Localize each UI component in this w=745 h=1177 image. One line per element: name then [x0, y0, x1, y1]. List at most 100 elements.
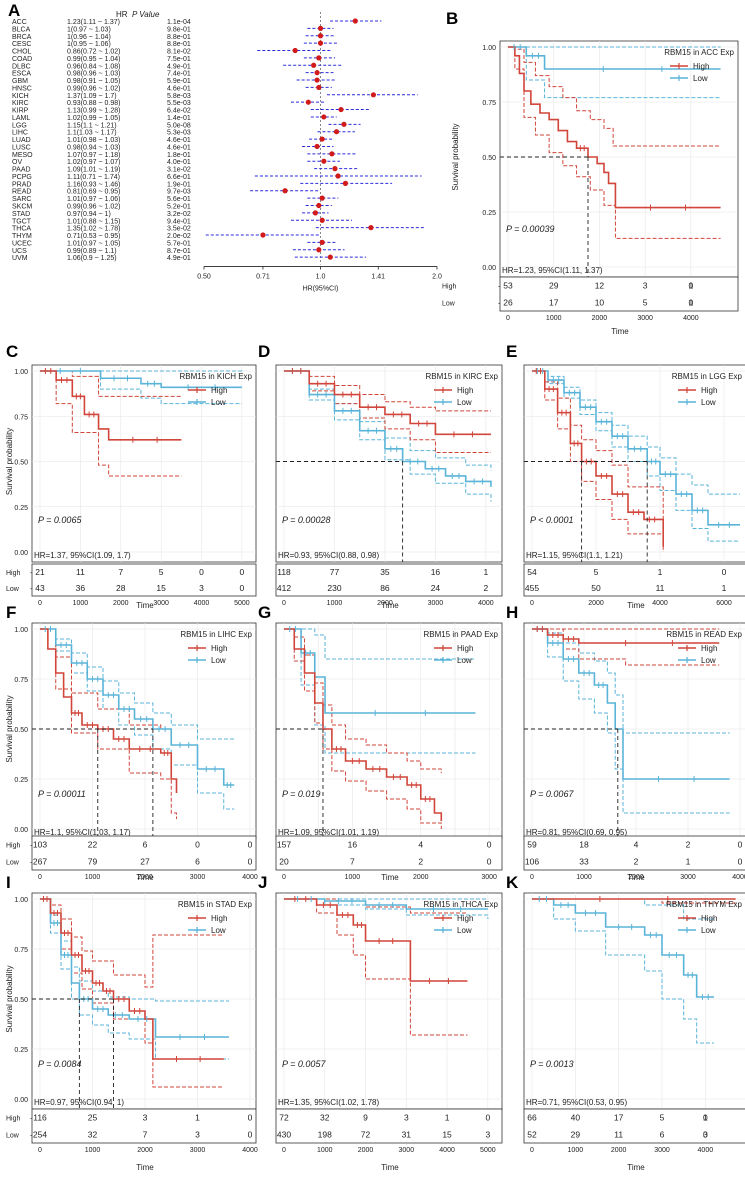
forest-row-hr: 1.23(1.11 ~ 1.37)	[67, 19, 120, 26]
km-risk-value: 11	[76, 567, 85, 577]
forest-row-p: 4.6e-01	[167, 85, 191, 92]
km-risk-value: 6	[143, 840, 148, 850]
km-risk-value: 0	[688, 298, 693, 308]
forest-row-cancer: HNSC	[12, 85, 32, 92]
forest-point	[311, 62, 317, 68]
forest-row-hr: 0.98(0.94 ~ 1.03)	[67, 144, 121, 151]
forest-row-hr: 1.09(1.01 ~ 1.19)	[67, 167, 121, 174]
km-risk-row-dash: -	[30, 860, 33, 867]
forest-point	[316, 247, 322, 253]
forest-row-p: 8.1e-02	[167, 49, 191, 56]
km-y-label: Survival probability	[5, 965, 14, 1032]
panel-letter-a: A	[8, 1, 20, 20]
forest-point	[370, 92, 377, 98]
forest-row-cancer: PRAD	[12, 181, 31, 188]
km-risk-value: 17	[614, 1113, 624, 1123]
km-risk-table-frame	[275, 1108, 503, 1144]
km-p-value: P = 0.0065	[38, 515, 82, 525]
km-title: RBM15 in LGG Exp	[672, 372, 743, 381]
km-risk-value: 430	[277, 1130, 291, 1140]
km-risk-value: 4	[634, 840, 639, 850]
km-x-label: Time	[381, 1163, 399, 1172]
km-risk-value: 0	[703, 1130, 708, 1140]
km-x-tick-label: 1000	[85, 1147, 101, 1154]
km-x-tick-label: 3000	[428, 600, 444, 607]
km-plot-frame	[523, 622, 745, 840]
km-low-ci-line	[284, 370, 492, 502]
km-risk-value: 52	[527, 1130, 537, 1140]
km-risk-value: 254	[33, 1130, 47, 1140]
forest-row-cancer: ACC	[12, 19, 27, 26]
km-x-tick-label: 4000	[732, 874, 745, 881]
forest-row-hr: 0.96(0.84 ~ 1.08)	[67, 63, 121, 70]
km-x-tick-label: 2000	[628, 874, 644, 881]
km-risk-value: 0	[248, 857, 253, 867]
forest-row-cancer: LUAD	[12, 137, 31, 144]
km-risk-value: 3	[643, 281, 648, 291]
forest-row-p: 1.9e-01	[167, 181, 191, 188]
forest-row-p: 1.4e-01	[167, 115, 191, 122]
km-high-ci-line	[284, 370, 491, 453]
km-risk-value: 2	[634, 857, 639, 867]
km-risk-value: 5	[643, 298, 648, 308]
forest-row-hr: 1.15(1.1 ~ 1.21)	[67, 122, 117, 129]
km-risk-value: 79	[88, 857, 98, 867]
km-high-ci-line	[40, 370, 182, 477]
forest-point	[338, 106, 344, 113]
km-y-tick-label: 1.00	[14, 369, 28, 376]
forest-point	[327, 254, 333, 260]
km-x-tick-label: 3000	[190, 874, 206, 881]
km-legend-low-label: Low	[211, 398, 226, 407]
km-p-value: P = 0.0084	[38, 1059, 81, 1069]
km-risk-value: 0	[688, 281, 693, 291]
km-low-ci-line	[40, 628, 235, 740]
km-risk-value: 33	[579, 857, 589, 867]
km-x-tick-label: 4000	[683, 315, 699, 322]
km-risk-value: 32	[320, 1113, 330, 1123]
km-risk-value: 2	[686, 840, 691, 850]
km-legend-high-label: High	[211, 644, 227, 653]
km-risk-value: 16	[431, 567, 441, 577]
km-risk-value: 0	[722, 567, 727, 577]
km-legend-high-label: High	[457, 386, 473, 395]
km-risk-value: 72	[361, 1130, 371, 1140]
km-risk-row-label: High	[442, 284, 457, 291]
km-panel-i: 0.00 0.25 0.50 0.75 1.00 Survival probability…	[5, 892, 258, 1172]
forest-row-cancer: UVM	[12, 255, 28, 262]
km-risk-value: 0	[195, 840, 200, 850]
km-risk-value: 412	[277, 583, 291, 593]
forest-point	[305, 99, 311, 105]
forest-row-p: 6.6e-01	[167, 174, 191, 181]
km-y-tick-label: 0.75	[482, 100, 496, 107]
km-legend-high-label: High	[701, 644, 717, 653]
forest-point	[333, 129, 340, 135]
km-high-curve	[532, 370, 664, 547]
panel-letter-f: F	[6, 603, 16, 622]
forest-row-p: 4.6e-01	[167, 137, 191, 144]
forest-x-tick-label: 0.50	[197, 274, 211, 281]
forest-point	[314, 70, 320, 76]
forest-row-cancer: UCS	[12, 248, 27, 255]
forest-row-hr: 1(0.95 ~ 1.06)	[67, 41, 111, 48]
km-panel-j: RBM15 in THCA Exp High Low P = 0.0057 HR=1.3…	[275, 892, 503, 1172]
km-legend-low-label: Low	[457, 656, 472, 665]
km-x-tick-label: 1000	[317, 1147, 333, 1154]
forest-point	[317, 33, 324, 39]
km-low-ci-line	[532, 370, 740, 542]
km-y-tick-label: 0.25	[14, 777, 28, 784]
km-legend-low-label: Low	[701, 398, 716, 407]
forest-row-p: 1.8e-01	[167, 152, 191, 159]
km-x-label: Time	[136, 873, 154, 882]
km-title: RBM15 in ACC Exp	[664, 48, 734, 57]
forest-point	[332, 166, 338, 172]
panel-letter-d: D	[258, 342, 270, 361]
km-risk-value: 15	[442, 1130, 452, 1140]
km-panel-c: 0.00 0.25 0.50 0.75 1.00 Survival probability…	[5, 364, 257, 610]
km-risk-value: 3	[199, 583, 204, 593]
km-x-tick-label: 4000	[698, 1147, 714, 1154]
km-low-curve	[508, 46, 721, 70]
km-risk-row-dash: -	[30, 570, 33, 577]
km-risk-value: 230	[327, 583, 341, 593]
panel-letter-h: H	[506, 603, 518, 622]
km-x-tick-label: 2000	[137, 874, 153, 881]
